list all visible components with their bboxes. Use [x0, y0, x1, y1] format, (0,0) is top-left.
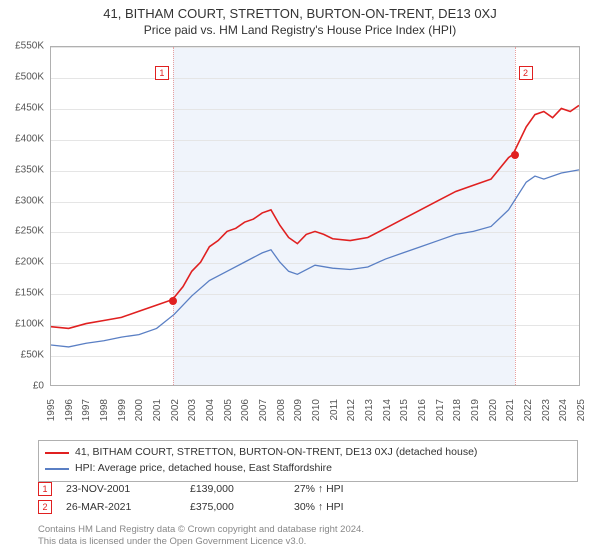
y-axis-label: £100K: [0, 319, 44, 330]
event-price: £375,000: [190, 501, 280, 513]
event-1-marker: 1: [155, 66, 169, 80]
footer-line-2: This data is licensed under the Open Gov…: [38, 536, 578, 548]
line-series-svg: [51, 47, 579, 385]
x-axis-label: 2007: [258, 399, 269, 429]
x-axis-label: 2006: [240, 399, 251, 429]
legend-swatch: [45, 452, 69, 454]
legend-swatch: [45, 468, 69, 470]
event-hpi: 27% ↑ HPI: [294, 483, 394, 495]
x-axis-label: 2014: [382, 399, 393, 429]
x-axis-label: 2008: [276, 399, 287, 429]
chart-area: £0£50K£100K£150K£200K£250K£300K£350K£400…: [50, 46, 580, 406]
event-row: 2 26-MAR-2021 £375,000 30% ↑ HPI: [38, 498, 578, 516]
legend-item-hpi: HPI: Average price, detached house, East…: [45, 461, 571, 477]
y-axis-label: £400K: [0, 133, 44, 144]
x-axis-label: 1997: [81, 399, 92, 429]
x-axis-label: 2023: [541, 399, 552, 429]
event-price: £139,000: [190, 483, 280, 495]
y-axis-label: £500K: [0, 71, 44, 82]
x-axis-label: 2003: [187, 399, 198, 429]
event-row: 1 23-NOV-2001 £139,000 27% ↑ HPI: [38, 480, 578, 498]
event-2-dot: [511, 151, 519, 159]
event-date: 26-MAR-2021: [66, 501, 176, 513]
x-axis-label: 2009: [293, 399, 304, 429]
y-axis-label: £350K: [0, 164, 44, 175]
legend-label: HPI: Average price, detached house, East…: [75, 461, 332, 477]
y-axis-label: £50K: [0, 350, 44, 361]
y-axis-label: £550K: [0, 41, 44, 52]
series-property: [51, 105, 579, 328]
event-2-marker: 2: [519, 66, 533, 80]
x-axis-label: 2025: [576, 399, 587, 429]
x-axis-label: 2012: [346, 399, 357, 429]
y-axis-label: £150K: [0, 288, 44, 299]
y-axis-label: £250K: [0, 226, 44, 237]
x-axis-label: 2000: [134, 399, 145, 429]
x-axis-label: 2011: [329, 399, 340, 429]
x-axis-label: 2016: [417, 399, 428, 429]
legend-item-property: 41, BITHAM COURT, STRETTON, BURTON-ON-TR…: [45, 445, 571, 461]
footer-attribution: Contains HM Land Registry data © Crown c…: [38, 524, 578, 549]
chart-container: 41, BITHAM COURT, STRETTON, BURTON-ON-TR…: [0, 0, 600, 560]
x-axis-label: 2010: [311, 399, 322, 429]
legend-label: 41, BITHAM COURT, STRETTON, BURTON-ON-TR…: [75, 445, 477, 461]
y-axis-label: £0: [0, 381, 44, 392]
x-axis-label: 2018: [452, 399, 463, 429]
x-axis-label: 2017: [435, 399, 446, 429]
y-axis-label: £300K: [0, 195, 44, 206]
title-block: 41, BITHAM COURT, STRETTON, BURTON-ON-TR…: [0, 0, 600, 37]
x-axis-label: 2019: [470, 399, 481, 429]
footer-line-1: Contains HM Land Registry data © Crown c…: [38, 524, 578, 536]
x-axis-label: 2024: [558, 399, 569, 429]
x-axis-label: 2013: [364, 399, 375, 429]
y-axis-label: £200K: [0, 257, 44, 268]
x-axis-label: 2001: [152, 399, 163, 429]
event-hpi: 30% ↑ HPI: [294, 501, 394, 513]
x-axis-label: 1996: [64, 399, 75, 429]
x-axis-label: 2002: [170, 399, 181, 429]
x-axis-label: 2022: [523, 399, 534, 429]
x-axis-label: 2021: [505, 399, 516, 429]
plot-region: 1 2: [50, 46, 580, 386]
x-axis-label: 1999: [117, 399, 128, 429]
event-1-dot: [169, 297, 177, 305]
event-marker-icon: 2: [38, 500, 52, 514]
chart-subtitle: Price paid vs. HM Land Registry's House …: [0, 23, 600, 37]
events-table: 1 23-NOV-2001 £139,000 27% ↑ HPI 2 26-MA…: [38, 480, 578, 516]
x-axis-label: 2005: [223, 399, 234, 429]
x-axis-label: 2004: [205, 399, 216, 429]
x-axis-label: 2020: [488, 399, 499, 429]
event-date: 23-NOV-2001: [66, 483, 176, 495]
legend: 41, BITHAM COURT, STRETTON, BURTON-ON-TR…: [38, 440, 578, 482]
x-axis-label: 2015: [399, 399, 410, 429]
x-axis-label: 1995: [46, 399, 57, 429]
chart-title: 41, BITHAM COURT, STRETTON, BURTON-ON-TR…: [0, 6, 600, 21]
event-marker-icon: 1: [38, 482, 52, 496]
y-axis-label: £450K: [0, 102, 44, 113]
series-hpi: [51, 170, 579, 347]
x-axis-label: 1998: [99, 399, 110, 429]
